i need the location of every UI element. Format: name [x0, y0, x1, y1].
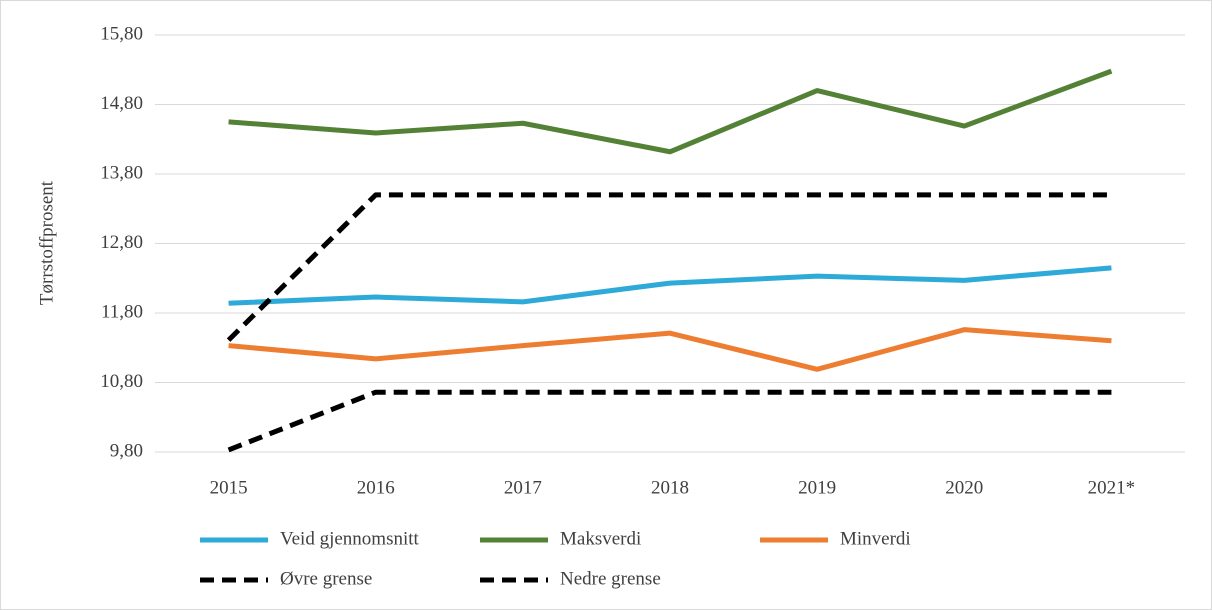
x-tick-label: 2021*	[1088, 477, 1136, 498]
x-tick-label: 2020	[945, 477, 983, 498]
y-tick-label: 10,80	[100, 371, 143, 392]
line-series	[228, 68, 1113, 155]
y-tick-label: 14,80	[100, 93, 143, 114]
y-tick-label: 13,80	[100, 162, 143, 183]
x-tick-label: 2019	[798, 477, 836, 498]
x-tick-label: 2017	[504, 477, 542, 498]
y-tick-label: 11,80	[101, 301, 143, 322]
line-series	[228, 265, 1112, 306]
line-series	[227, 389, 1112, 453]
x-tick-label: 2015	[210, 477, 248, 498]
y-tick-label: 9,80	[110, 440, 143, 461]
line-series	[226, 192, 1112, 342]
legend-label: Veid gjennomsnitt	[280, 528, 420, 549]
legend-label: Nedre grense	[560, 568, 661, 589]
y-tick-label: 15,80	[100, 23, 143, 44]
x-tick-label: 2018	[651, 477, 689, 498]
y-tick-label: 12,80	[100, 232, 143, 253]
line-series	[228, 327, 1112, 372]
legend-label: Minverdi	[840, 528, 911, 549]
x-tick-label: 2016	[357, 477, 395, 498]
legend-label: Øvre grense	[280, 568, 372, 589]
legend-label: Maksverdi	[560, 528, 641, 549]
y-axis-label: Tørrstoffprosent	[36, 180, 57, 305]
